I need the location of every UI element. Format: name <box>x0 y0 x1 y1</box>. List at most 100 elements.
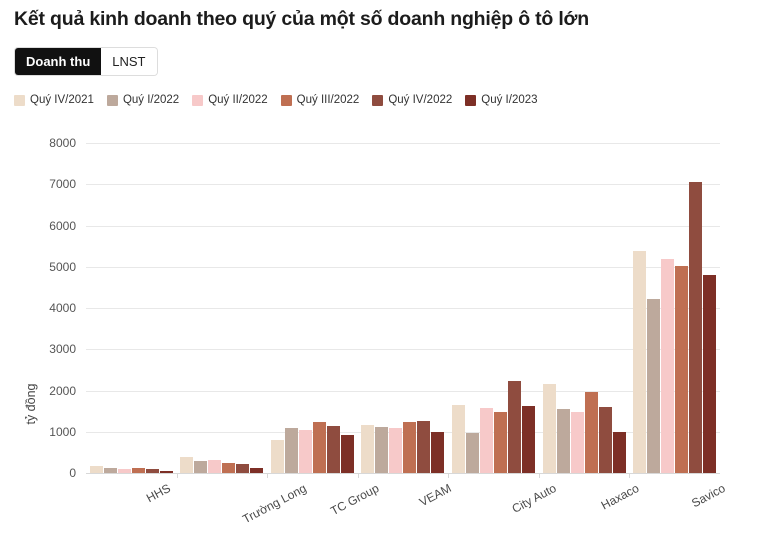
bar[interactable] <box>703 275 717 473</box>
x-axis-label: Savico <box>688 481 728 511</box>
bar[interactable] <box>89 466 103 473</box>
bar[interactable] <box>452 404 466 473</box>
gridline <box>86 225 720 227</box>
gridline <box>86 143 720 144</box>
bar[interactable] <box>647 298 661 473</box>
bar[interactable] <box>570 411 584 473</box>
gridline <box>86 349 720 351</box>
x-axis-tick <box>538 473 540 478</box>
legend-swatch-icon <box>372 94 384 106</box>
y-axis-tick-label: 1000 <box>49 424 76 439</box>
legend-label: Quý IV/2022 <box>388 94 453 106</box>
x-axis-tick <box>176 473 178 478</box>
legend-label: Quý III/2022 <box>296 94 360 106</box>
bar[interactable] <box>194 460 208 473</box>
x-axis-tick <box>629 473 631 478</box>
bar[interactable] <box>236 463 250 473</box>
x-axis-label: Trường Long <box>240 481 309 527</box>
bar[interactable] <box>522 406 536 473</box>
bar[interactable] <box>103 468 117 473</box>
x-axis-label: City Auto <box>509 481 559 516</box>
bar-group <box>448 143 539 473</box>
gridline <box>86 390 720 392</box>
legend-item[interactable]: Quý I/2023 <box>465 94 538 106</box>
legend-swatch-icon <box>14 94 25 106</box>
bar-group <box>267 143 358 473</box>
bar[interactable] <box>431 431 445 473</box>
bar[interactable] <box>250 468 264 473</box>
bar[interactable] <box>633 250 647 473</box>
x-axis-label: HHS <box>144 481 174 506</box>
bar[interactable] <box>340 435 354 473</box>
legend-swatch-icon <box>280 94 292 106</box>
bar[interactable] <box>556 408 570 473</box>
bar[interactable] <box>508 380 522 473</box>
bar[interactable] <box>159 470 173 473</box>
x-axis-tick <box>267 473 269 478</box>
bar[interactable] <box>222 463 236 473</box>
bar[interactable] <box>417 421 431 473</box>
bar-group <box>629 143 720 473</box>
legend-item[interactable]: Quý II/2022 <box>192 94 268 106</box>
bar[interactable] <box>145 468 159 473</box>
gridline <box>86 184 720 186</box>
page-title: Kết quả kinh doanh theo quý của một số d… <box>14 8 589 30</box>
bar[interactable] <box>598 407 612 473</box>
bar[interactable] <box>117 469 131 473</box>
bar[interactable] <box>208 460 222 473</box>
chart-legend[interactable]: Quý IV/2021 Quý I/2022 Quý II/2022 Quý III/… <box>14 94 551 106</box>
bar[interactable] <box>375 427 389 473</box>
gridlines <box>86 143 720 474</box>
legend-label: Quý I/2023 <box>481 94 538 106</box>
x-axis-label: VEAM <box>416 481 454 510</box>
x-axis-tick <box>357 473 359 478</box>
bar[interactable] <box>312 422 326 473</box>
bar-group <box>539 143 630 473</box>
bar[interactable] <box>612 432 626 473</box>
legend-item[interactable]: Quý IV/2022 <box>372 94 452 106</box>
y-axis-tick-label: 3000 <box>49 342 76 357</box>
gridline <box>86 431 720 433</box>
bar[interactable] <box>494 411 508 473</box>
bar[interactable] <box>270 439 284 473</box>
bar-group <box>358 143 449 473</box>
y-axis-tick-label: 4000 <box>49 301 76 315</box>
bar-group <box>177 143 268 473</box>
bar-group <box>86 143 177 473</box>
y-axis-tick-label: 2000 <box>49 383 76 398</box>
legend-item[interactable]: Quý IV/2021 <box>14 94 94 106</box>
bar[interactable] <box>661 259 675 473</box>
legend-label: Quý I/2022 <box>122 94 180 106</box>
legend-label: Quý II/2022 <box>208 94 268 106</box>
toggle-lnst[interactable]: LNST <box>101 48 157 75</box>
gridline <box>86 266 720 268</box>
bar[interactable] <box>298 430 312 473</box>
gridline <box>86 308 720 309</box>
bar[interactable] <box>284 427 298 473</box>
metric-toggle-group[interactable]: Doanh thu LNST <box>15 48 157 75</box>
bar[interactable] <box>180 456 194 473</box>
bar[interactable] <box>675 265 689 473</box>
bar[interactable] <box>584 392 598 473</box>
y-axis-tick-label: 8000 <box>49 136 76 150</box>
bar[interactable] <box>689 182 703 473</box>
bar[interactable] <box>361 424 375 473</box>
bar[interactable] <box>326 426 340 473</box>
bar[interactable] <box>131 468 145 473</box>
x-axis-tick <box>448 473 450 478</box>
toggle-doanh-thu[interactable]: Doanh thu <box>15 48 102 75</box>
legend-swatch-icon <box>465 94 477 106</box>
legend-label: Quý IV/2021 <box>30 94 94 106</box>
bar[interactable] <box>403 422 417 473</box>
y-axis-tick-label: 7000 <box>49 177 76 192</box>
x-axis-labels: HHS Trường Long TC Group VEAM City Auto Haxac… <box>86 475 727 533</box>
bar[interactable] <box>480 407 494 473</box>
bar[interactable] <box>542 384 556 473</box>
bar[interactable] <box>466 433 480 473</box>
legend-item[interactable]: Quý III/2022 <box>280 94 360 106</box>
legend-item[interactable]: Quý I/2022 <box>106 94 180 106</box>
gridline <box>86 473 720 474</box>
x-axis-label: TC Group <box>328 481 382 519</box>
x-axis-label: Haxaco <box>598 481 642 513</box>
bar[interactable] <box>389 427 403 473</box>
